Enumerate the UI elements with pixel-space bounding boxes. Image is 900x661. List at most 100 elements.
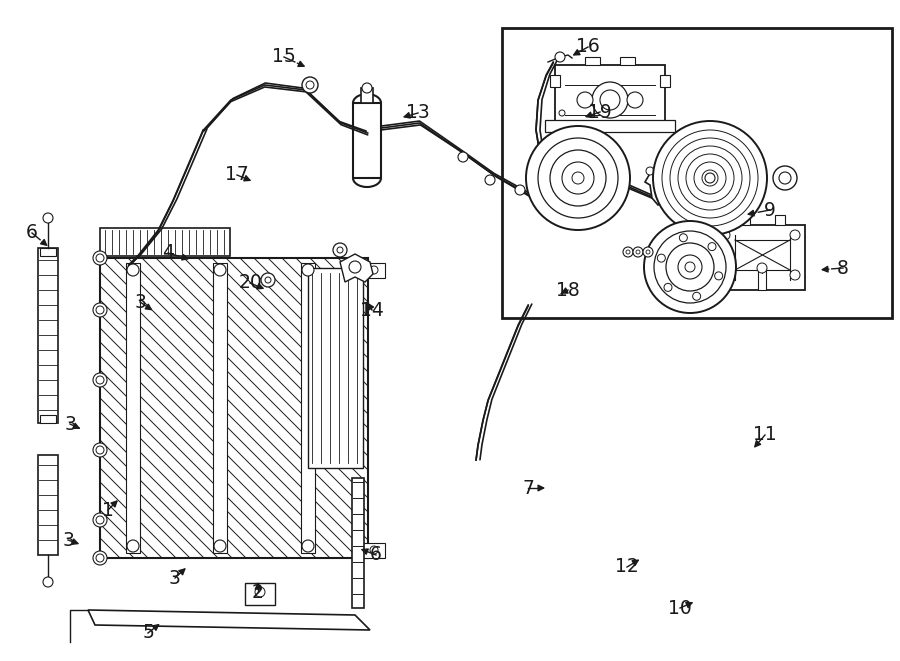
Circle shape xyxy=(790,230,800,240)
Text: 3: 3 xyxy=(64,414,76,434)
Circle shape xyxy=(646,250,650,254)
Circle shape xyxy=(653,121,767,235)
Circle shape xyxy=(96,446,104,454)
Circle shape xyxy=(93,373,107,387)
Circle shape xyxy=(705,173,715,183)
Circle shape xyxy=(550,150,606,206)
Circle shape xyxy=(255,587,265,597)
Circle shape xyxy=(680,234,688,242)
Bar xyxy=(740,215,750,225)
Circle shape xyxy=(370,266,378,274)
Circle shape xyxy=(96,376,104,384)
Bar xyxy=(308,268,363,468)
Text: 13: 13 xyxy=(406,104,430,122)
Circle shape xyxy=(790,270,800,280)
Bar xyxy=(38,455,58,555)
Circle shape xyxy=(757,263,767,273)
Bar xyxy=(620,57,635,65)
Circle shape xyxy=(43,577,53,587)
Text: 7: 7 xyxy=(522,479,534,498)
Bar xyxy=(545,120,675,132)
Circle shape xyxy=(96,254,104,262)
Text: 16: 16 xyxy=(576,38,600,56)
Text: 3: 3 xyxy=(134,293,146,311)
Text: 6: 6 xyxy=(26,223,38,243)
Text: 5: 5 xyxy=(142,623,154,642)
Circle shape xyxy=(712,232,724,244)
Circle shape xyxy=(214,264,226,276)
Circle shape xyxy=(43,213,53,223)
Bar xyxy=(585,57,600,65)
Text: 1: 1 xyxy=(102,500,114,520)
Bar xyxy=(245,583,275,605)
Circle shape xyxy=(592,82,628,118)
Circle shape xyxy=(526,126,630,230)
Circle shape xyxy=(302,264,314,276)
Bar xyxy=(40,248,56,256)
Circle shape xyxy=(686,154,734,202)
Text: 8: 8 xyxy=(837,258,849,278)
Circle shape xyxy=(715,272,723,280)
Circle shape xyxy=(535,188,545,198)
Circle shape xyxy=(302,540,314,552)
Circle shape xyxy=(643,247,653,257)
Circle shape xyxy=(678,255,702,279)
Text: 10: 10 xyxy=(668,598,692,617)
Bar xyxy=(213,263,227,553)
Bar xyxy=(361,88,373,103)
Text: 12: 12 xyxy=(615,557,639,576)
Circle shape xyxy=(485,175,495,185)
Circle shape xyxy=(349,261,361,273)
Bar xyxy=(40,415,56,423)
Circle shape xyxy=(636,250,640,254)
Circle shape xyxy=(577,92,593,108)
Circle shape xyxy=(773,166,797,190)
Circle shape xyxy=(657,254,665,262)
Circle shape xyxy=(670,138,750,218)
Text: 2: 2 xyxy=(252,582,264,602)
Circle shape xyxy=(562,162,594,194)
Text: 20: 20 xyxy=(238,274,262,293)
Circle shape xyxy=(93,443,107,457)
Bar xyxy=(100,258,368,558)
Polygon shape xyxy=(645,162,670,205)
Circle shape xyxy=(370,546,378,554)
Circle shape xyxy=(555,52,565,62)
Circle shape xyxy=(93,513,107,527)
Text: 18: 18 xyxy=(556,280,580,299)
Polygon shape xyxy=(340,254,373,282)
Bar xyxy=(100,228,230,256)
Circle shape xyxy=(600,90,620,110)
Bar xyxy=(363,543,385,558)
Circle shape xyxy=(515,185,525,195)
Text: 3: 3 xyxy=(169,568,181,588)
Circle shape xyxy=(93,551,107,565)
Circle shape xyxy=(720,230,730,240)
Bar xyxy=(660,75,670,87)
Circle shape xyxy=(779,172,791,184)
Circle shape xyxy=(708,243,716,251)
Bar xyxy=(38,248,58,423)
Text: 19: 19 xyxy=(588,102,612,122)
Bar xyxy=(720,225,805,290)
Text: 15: 15 xyxy=(272,48,296,67)
Circle shape xyxy=(96,516,104,524)
Circle shape xyxy=(265,277,271,283)
Circle shape xyxy=(302,77,318,93)
Text: 9: 9 xyxy=(764,200,776,219)
Circle shape xyxy=(538,138,618,218)
Circle shape xyxy=(684,184,696,196)
Text: 4: 4 xyxy=(162,243,174,262)
Circle shape xyxy=(261,273,275,287)
Circle shape xyxy=(657,180,661,184)
Circle shape xyxy=(559,110,565,116)
Circle shape xyxy=(654,177,664,187)
Circle shape xyxy=(666,243,714,291)
Circle shape xyxy=(627,92,643,108)
Text: 14: 14 xyxy=(360,301,384,319)
Circle shape xyxy=(720,270,730,280)
Circle shape xyxy=(685,262,695,272)
Circle shape xyxy=(633,247,643,257)
Bar xyxy=(363,263,385,278)
Circle shape xyxy=(93,251,107,265)
